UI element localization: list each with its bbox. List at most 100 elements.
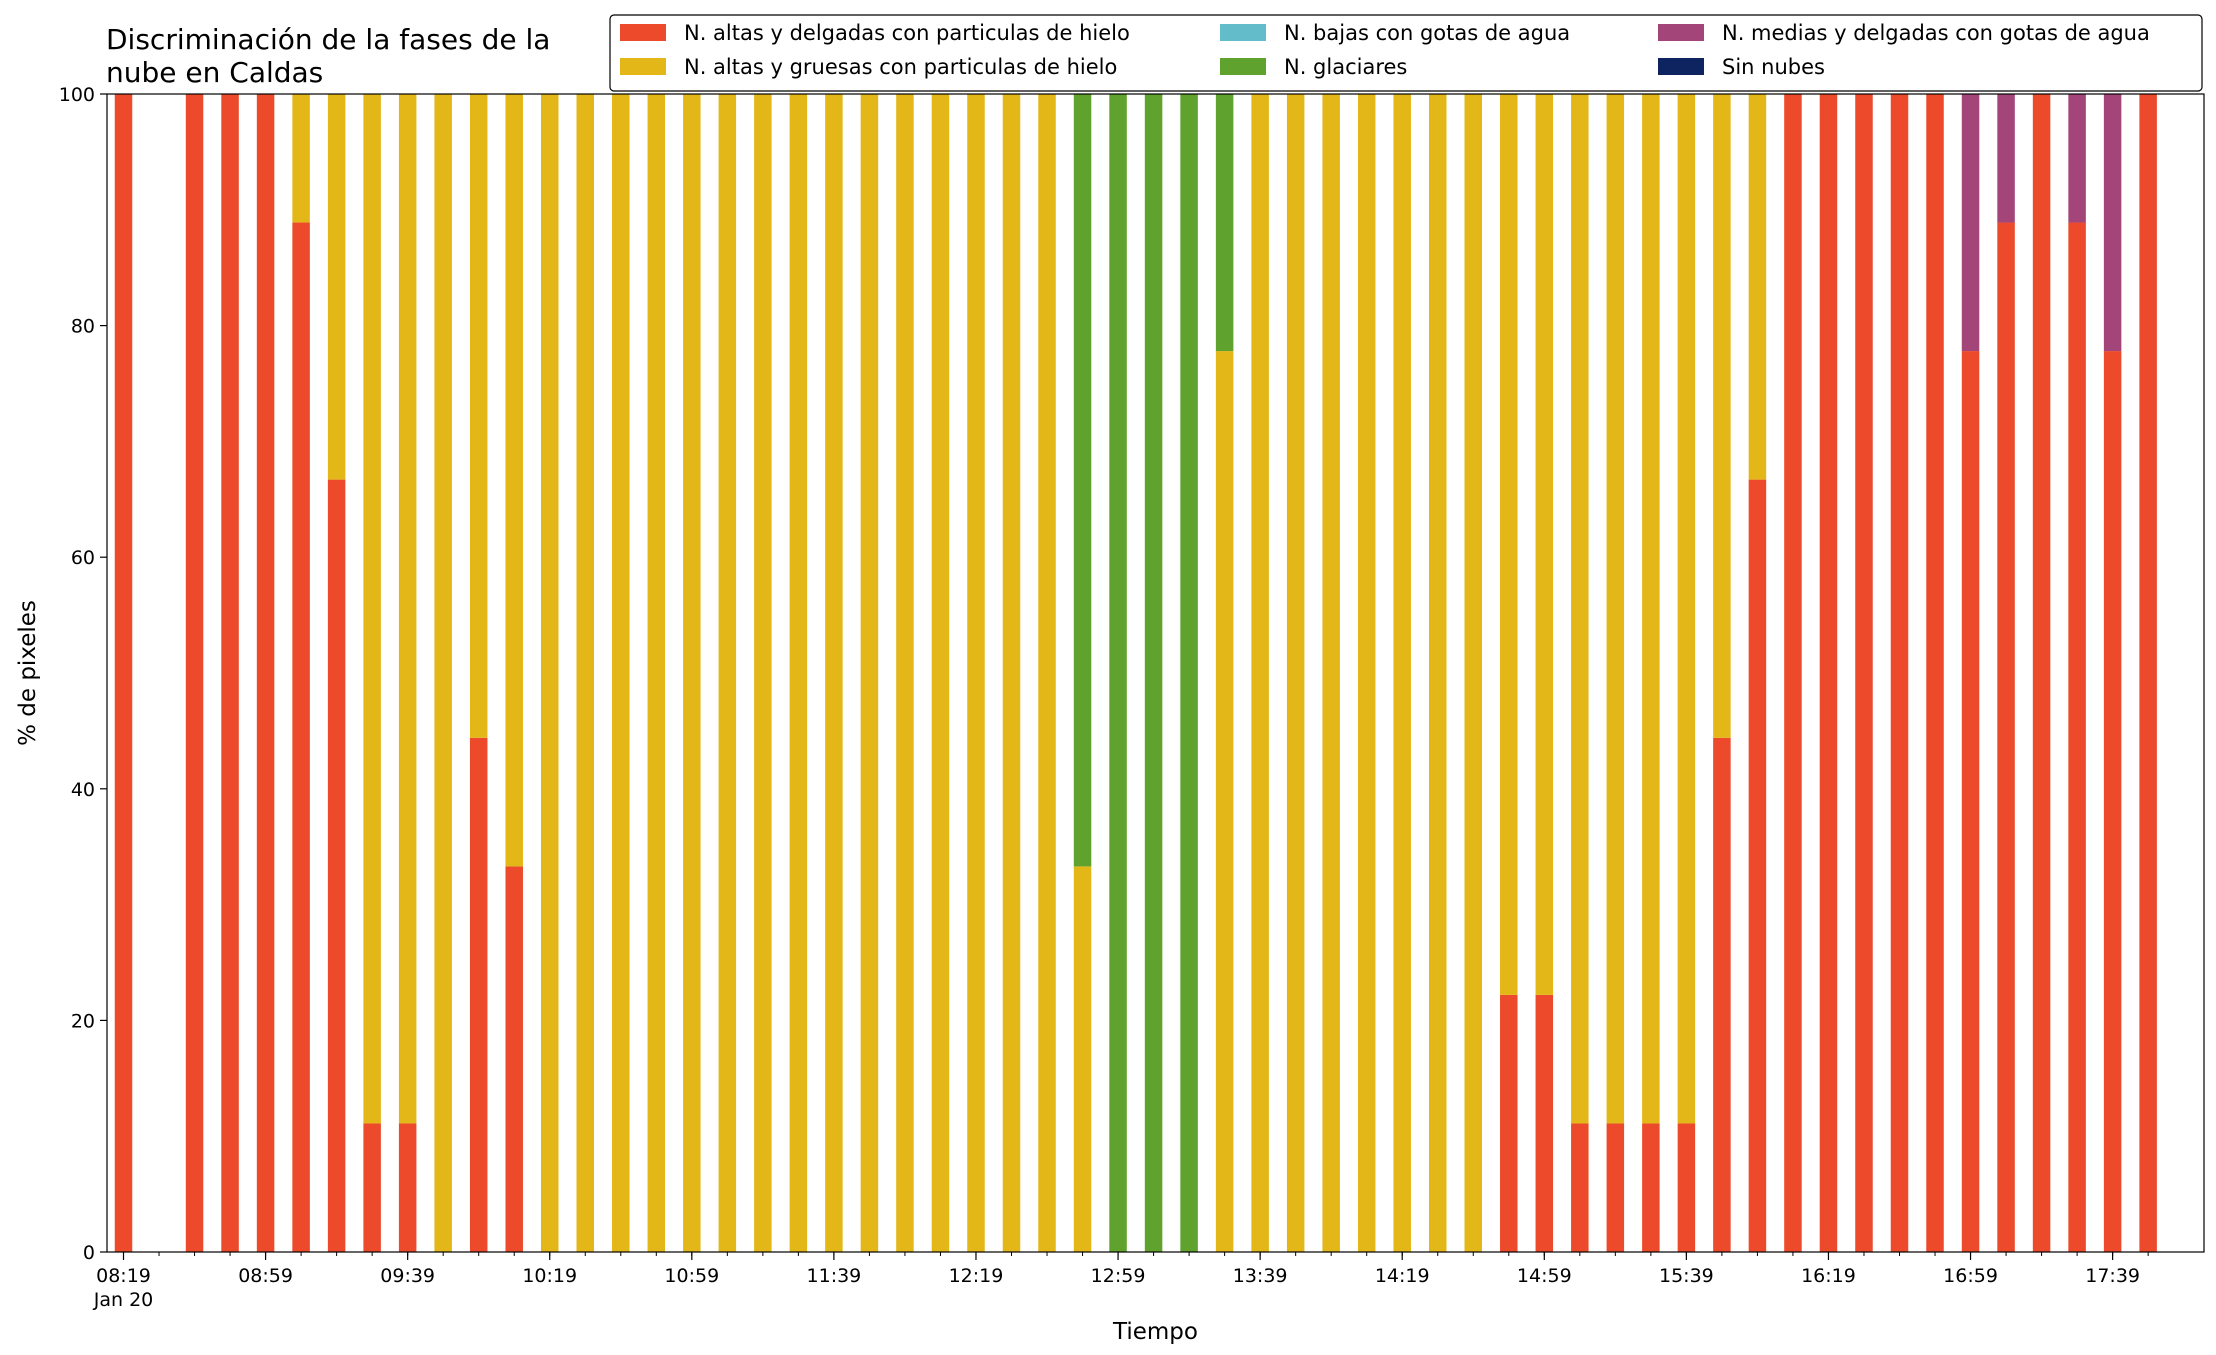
x-tick-label: 10:59 <box>664 1265 719 1287</box>
chart-title: nube en Caldas <box>106 56 323 89</box>
bar-segment <box>114 94 133 1252</box>
bar-segment <box>1002 94 1021 1252</box>
x-tick-label: 16:59 <box>1943 1265 1998 1287</box>
bar-segment <box>1180 94 1198 1252</box>
legend: N. altas y delgadas con particulas de hi… <box>609 14 2203 92</box>
legend-swatch <box>1658 58 1704 75</box>
axes-layer <box>100 93 2205 1260</box>
bar-segment <box>1642 1123 1660 1252</box>
bar-segment <box>434 94 452 1252</box>
bar-segment <box>1819 94 1838 1252</box>
bar-segment <box>1251 94 1269 1252</box>
bar-segment <box>2103 351 2122 1253</box>
bar-segment <box>754 94 772 1252</box>
bar-segment <box>398 94 417 1124</box>
bar-segment <box>1286 94 1305 1252</box>
bar-segment <box>221 94 239 1252</box>
bar-segment <box>2139 94 2157 1252</box>
bar-segment <box>292 222 310 1252</box>
legend-swatch <box>1220 24 1266 41</box>
bar-segment <box>1571 1123 1589 1252</box>
bar-segment <box>1215 94 1234 352</box>
y-tick-label: 20 <box>71 1010 95 1032</box>
x-tick-label: 11:39 <box>807 1265 862 1287</box>
y-tick-label: 100 <box>59 84 95 106</box>
bar-segment <box>1606 94 1625 1124</box>
bar-segment <box>469 94 488 738</box>
bar-segment <box>1606 1123 1625 1252</box>
legend-box <box>609 14 2203 92</box>
legend-swatch <box>620 24 666 41</box>
bar-segment <box>1713 94 1731 738</box>
bar-segment <box>1784 94 1802 1252</box>
bar-segment <box>896 94 914 1252</box>
x-tick-sublabel: Jan 20 <box>93 1289 154 1311</box>
x-tick-label: 09:39 <box>380 1265 435 1287</box>
bar-segment <box>1961 94 1980 352</box>
bar-segment <box>1642 94 1660 1124</box>
bar-segment <box>2068 94 2086 223</box>
bar-segment <box>1997 94 2015 223</box>
bar-segment <box>789 94 808 1252</box>
bar-segment <box>1144 94 1163 1252</box>
x-tick-label: 08:19 <box>96 1265 151 1287</box>
x-tick-label: 14:59 <box>1517 1265 1572 1287</box>
legend-swatch <box>1658 24 1704 41</box>
bar-segment <box>256 94 275 1252</box>
bar-segment <box>1855 94 1873 1252</box>
bar-segment <box>931 94 950 1252</box>
bar-segment <box>612 94 630 1252</box>
bar-segment <box>398 1123 417 1252</box>
y-tick-label: 40 <box>71 779 95 801</box>
x-tick-label: 12:59 <box>1091 1265 1146 1287</box>
bar-segment <box>1073 866 1092 1252</box>
bar-segment <box>1748 479 1767 1252</box>
x-tick-label: 12:19 <box>949 1265 1004 1287</box>
legend-label: N. altas y delgadas con particulas de hi… <box>684 21 1130 45</box>
legend-label: N. glaciares <box>1284 55 1407 79</box>
bar-segment <box>1428 94 1447 1252</box>
x-tick-label: 15:39 <box>1659 1265 1714 1287</box>
bar-segment <box>1961 351 1980 1253</box>
bar-segment <box>2068 222 2086 1252</box>
y-tick-label: 0 <box>83 1242 95 1264</box>
bar-segment <box>1215 351 1234 1253</box>
legend-label: N. medias y delgadas con gotas de agua <box>1722 21 2150 45</box>
bar-segment <box>1464 94 1483 1252</box>
bar-segment <box>1677 94 1696 1124</box>
bar-segment <box>1535 994 1554 1252</box>
bar-segment <box>1500 994 1518 1252</box>
x-tick-label: 16:19 <box>1801 1265 1856 1287</box>
bar-segment <box>860 94 879 1252</box>
bar-segment <box>1109 94 1127 1252</box>
bar-segment <box>1997 222 2015 1252</box>
bar-segment <box>1393 94 1411 1252</box>
bar-segment <box>292 94 310 223</box>
bar-segment <box>1500 94 1518 995</box>
bar-segment <box>967 94 985 1252</box>
bar-segment <box>647 94 666 1252</box>
chart-title: Discriminación de la fases de la <box>106 23 550 56</box>
legend-label: N. bajas con gotas de agua <box>1284 21 1570 45</box>
legend-label: N. altas y gruesas con particulas de hie… <box>684 55 1117 79</box>
plot-frame <box>106 93 2205 1253</box>
y-axis-label: % de pixeles <box>15 600 41 746</box>
bar-segment <box>327 479 346 1252</box>
bar-segment <box>576 94 595 1252</box>
bar-segment <box>1890 94 1909 1252</box>
bar-segment <box>540 94 559 1252</box>
bar-segment <box>718 94 737 1252</box>
bar-segment <box>1677 1123 1696 1252</box>
bar-segment <box>683 94 701 1252</box>
x-tick-label: 10:19 <box>522 1265 577 1287</box>
bar-segment <box>1748 94 1767 480</box>
bar-segment <box>469 737 488 1252</box>
bar-segment <box>505 866 523 1252</box>
bar-segment <box>1357 94 1376 1252</box>
bar-segment <box>327 94 346 480</box>
bar-segment <box>505 94 523 867</box>
bar-segment <box>1926 94 1944 1252</box>
bar-segment <box>185 94 204 1252</box>
